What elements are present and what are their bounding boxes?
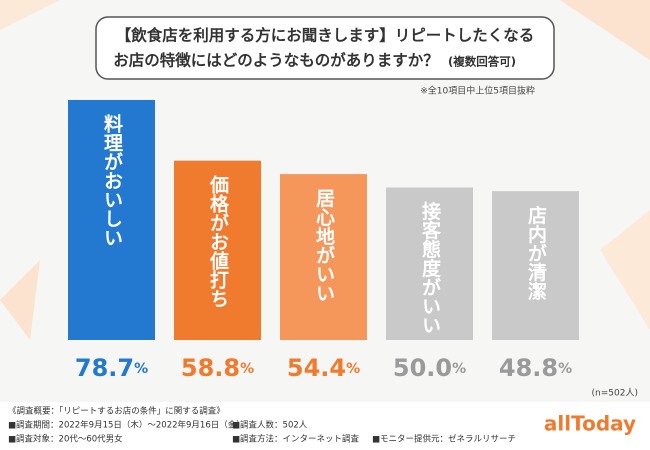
category-label: 価格がお値打ち (207, 174, 230, 307)
decor (0, 260, 40, 340)
bar (68, 99, 155, 340)
value-label: 50.0% (393, 354, 466, 382)
title-box (95, 16, 555, 80)
decor (560, 0, 650, 60)
decor (600, 210, 650, 330)
bar (386, 187, 473, 340)
footer-text: ■調査対象：20代～60代男女 (8, 434, 123, 445)
value-label: 78.7% (75, 354, 148, 382)
category-label: 居心地がいい (313, 188, 335, 302)
title-sub: (複数回答可) (448, 55, 516, 69)
sample-size: (n=502人) (592, 388, 638, 399)
logo: allToday (544, 412, 636, 436)
category-label: 料理がおいしい (101, 113, 123, 247)
footer-text: ■調査方法：インターネット調査 (232, 434, 360, 445)
category-label: 接客態度がいい (419, 201, 441, 334)
decor (0, 0, 60, 30)
footer-text: ■調査人数：502人 (232, 420, 308, 431)
bar (174, 160, 261, 340)
title-line: お店の特徴にはどのようなものがありますか？ (113, 51, 439, 70)
value-label: 54.4% (287, 354, 360, 382)
bar (492, 191, 579, 340)
footer-band (0, 402, 650, 450)
title-line: 【飲食店を利用する方にお聞きします】リピートしたくなる (116, 26, 535, 45)
category-label: 店内が清潔 (525, 204, 547, 300)
bar (280, 174, 367, 340)
footer-text: ■モニター提供元：ゼネラルリサーチ (372, 434, 516, 445)
footer-text: ■調査期間：2022年9月15日（木）～2022年9月16日（金） (8, 420, 245, 431)
note: ※全10項目中上位5項目抜粋 (420, 85, 535, 97)
value-label: 58.8% (181, 354, 254, 382)
value-label: 48.8% (499, 354, 572, 382)
footer-text: 《調査概要：「リピートするお店の条件」に関する調査》 (8, 406, 225, 417)
